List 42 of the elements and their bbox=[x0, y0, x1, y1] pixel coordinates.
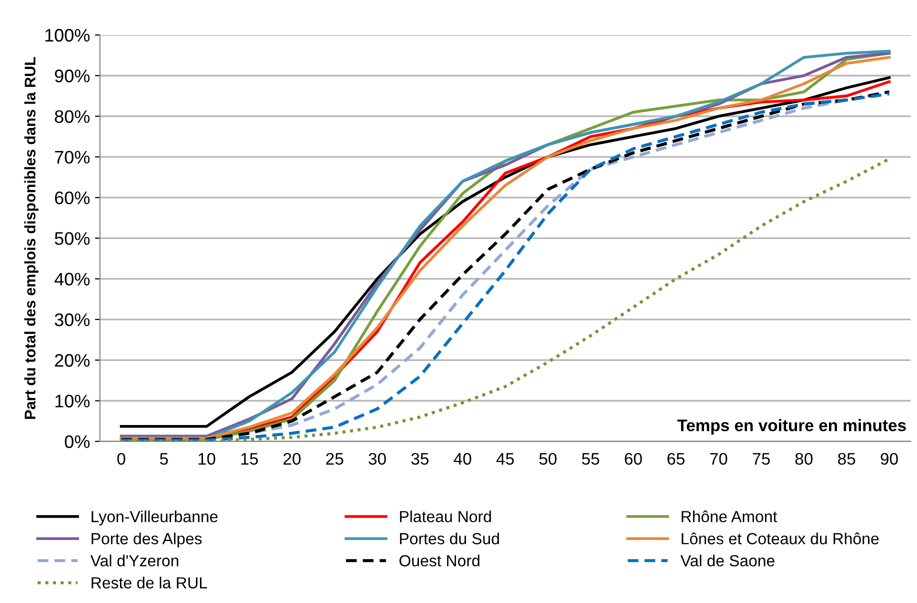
x-tick-label: 45 bbox=[496, 453, 514, 465]
x-tick-label: 5 bbox=[160, 453, 168, 465]
x-tick-label: 85 bbox=[838, 452, 856, 465]
x-tick-label: 75 bbox=[752, 453, 770, 465]
legend-label: Lyon-Villeurbanne bbox=[92, 510, 218, 526]
y-tick-label: 30% bbox=[54, 313, 90, 326]
x-tick-label: 80 bbox=[795, 452, 813, 465]
y-tick-label: 10% bbox=[55, 394, 90, 408]
x-tick-label: 15 bbox=[241, 453, 258, 465]
x-tick-label: 50 bbox=[539, 452, 557, 465]
legend-label: Rhône Amont bbox=[682, 510, 778, 522]
y-tick-label: 20% bbox=[55, 354, 90, 367]
y-tick-label: 50% bbox=[54, 232, 90, 245]
y-tick-label: 40% bbox=[54, 272, 90, 286]
x-tick-label: 30 bbox=[368, 452, 386, 465]
legend-label: Reste de la RUL bbox=[92, 576, 208, 588]
y-tick-label: 70% bbox=[55, 150, 90, 164]
x-tick-label: 90 bbox=[880, 452, 898, 465]
x-tick-label: 65 bbox=[668, 452, 684, 465]
legend-label: Porte des Alpes bbox=[92, 532, 202, 548]
x-tick-label: 35 bbox=[411, 452, 429, 465]
y-tick-label: 0% bbox=[64, 435, 90, 448]
x-tick-label: 20 bbox=[284, 452, 301, 465]
y-axis-title: Part du total des emplois disponibles dans la RUL bbox=[24, 56, 38, 419]
y-tick-label: 80% bbox=[54, 110, 90, 123]
x-tick-label: 10 bbox=[198, 452, 216, 465]
legend-label: Portes du Sud bbox=[400, 532, 499, 544]
x-tick-label: 60 bbox=[624, 452, 642, 465]
y-tick-label: 60% bbox=[55, 191, 90, 204]
x-tick-label: 25 bbox=[326, 452, 344, 465]
legend-label: Val de Saone bbox=[680, 554, 774, 566]
legend-label: Ouest Nord bbox=[399, 554, 480, 566]
x-tick-label: 70 bbox=[710, 452, 728, 465]
legend-label: Val d'Yzeron bbox=[90, 554, 178, 566]
x-tick-label: 55 bbox=[582, 453, 600, 465]
x-axis-title: Temps en voiture en minutes bbox=[677, 419, 906, 435]
x-tick-label: 40 bbox=[454, 452, 472, 465]
y-tick-label: 100% bbox=[45, 28, 90, 42]
legend-label: Plateau Nord bbox=[400, 510, 491, 522]
legend-label: Lônes et Coteaux du Rhône bbox=[682, 532, 879, 544]
y-tick-label: 90% bbox=[54, 70, 90, 82]
x-tick-label: 0 bbox=[117, 452, 126, 465]
